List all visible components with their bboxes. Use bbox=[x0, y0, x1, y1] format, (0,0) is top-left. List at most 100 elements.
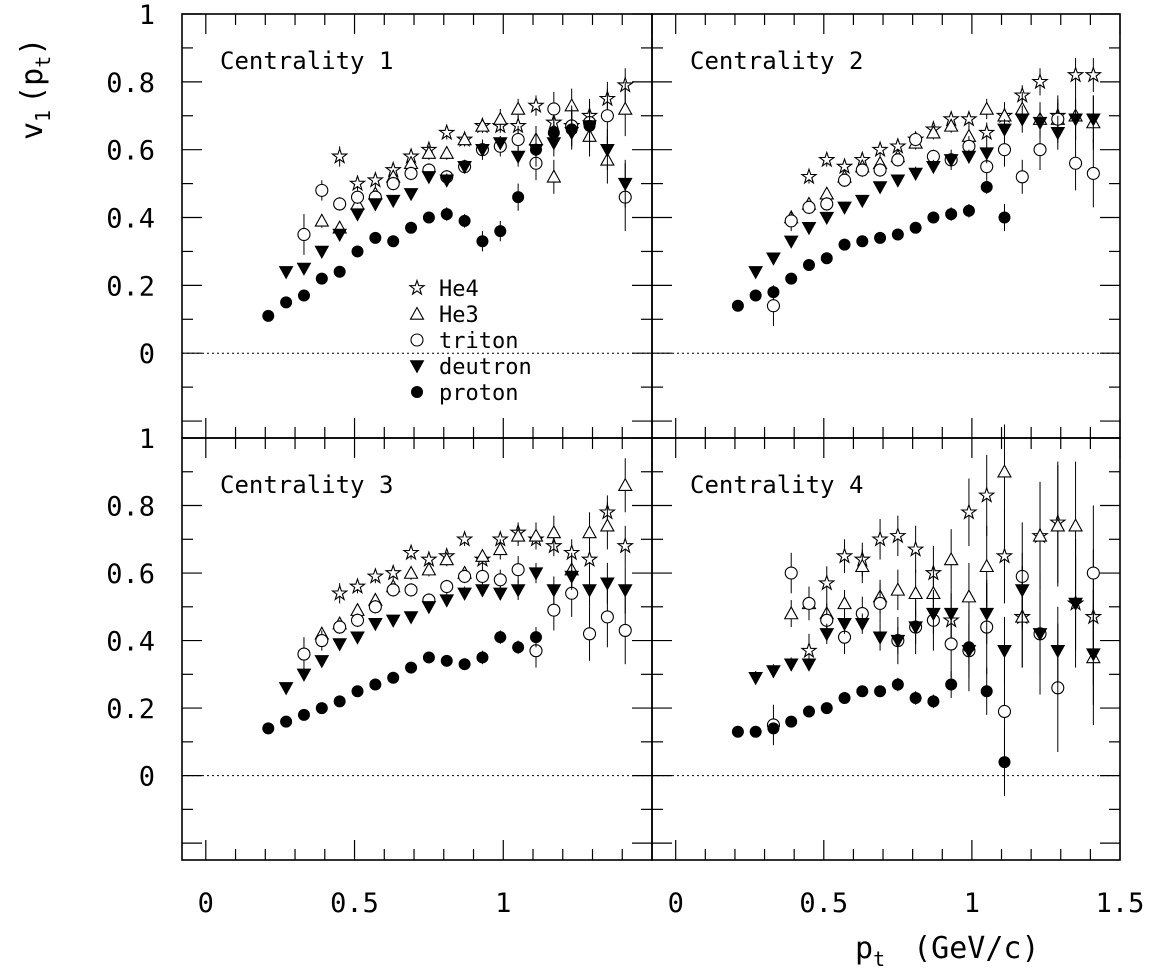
point-deutron bbox=[801, 658, 817, 672]
point-proton bbox=[458, 214, 471, 227]
point-deutron bbox=[350, 631, 365, 645]
point-deutron bbox=[997, 123, 1012, 137]
point-he3 bbox=[403, 565, 419, 579]
point-proton bbox=[529, 143, 542, 156]
y-tick-label: 0.2 bbox=[106, 694, 155, 725]
point-proton bbox=[297, 708, 310, 721]
point-proton bbox=[980, 685, 993, 698]
point-deutron bbox=[278, 682, 294, 696]
point-triton bbox=[386, 177, 400, 191]
point-deutron bbox=[1085, 113, 1101, 127]
point-proton bbox=[998, 211, 1011, 224]
y-tick-label: 0.4 bbox=[106, 204, 155, 235]
point-deutron bbox=[439, 594, 455, 608]
point-he4 bbox=[437, 123, 456, 141]
point-he4 bbox=[871, 530, 889, 547]
point-he3 bbox=[409, 306, 425, 320]
point-proton bbox=[820, 252, 833, 265]
point-triton bbox=[837, 173, 852, 187]
point-proton bbox=[280, 296, 293, 309]
point-he4 bbox=[1031, 72, 1049, 90]
point-deutron bbox=[890, 174, 906, 188]
point-proton bbox=[802, 259, 815, 272]
point-proton bbox=[565, 123, 578, 136]
point-proton bbox=[422, 651, 435, 664]
point-he3 bbox=[475, 118, 490, 132]
panel-2: Centrality 2 bbox=[651, 13, 1121, 439]
point-proton bbox=[440, 208, 453, 221]
point-he4 bbox=[408, 278, 426, 296]
point-deutron bbox=[748, 671, 764, 686]
y-tick-label: 0.8 bbox=[106, 68, 155, 99]
point-he3 bbox=[961, 589, 977, 603]
point-triton bbox=[784, 566, 798, 580]
x-tick-label: 0.5 bbox=[330, 888, 379, 919]
point-he3 bbox=[1050, 518, 1066, 532]
series-deutron bbox=[748, 552, 1101, 705]
point-he4 bbox=[800, 167, 818, 185]
point-deutron bbox=[421, 601, 437, 615]
point-he4 bbox=[527, 96, 545, 114]
point-he3 bbox=[943, 551, 959, 566]
point-he3 bbox=[492, 111, 508, 125]
point-deutron bbox=[1014, 584, 1030, 598]
point-triton bbox=[944, 637, 958, 651]
point-deutron bbox=[403, 188, 419, 202]
panels: Centrality 1 Centrality 2 Centrality 3 Cent… bbox=[106, 0, 1144, 919]
point-deutron bbox=[600, 143, 615, 158]
point-triton bbox=[404, 166, 418, 180]
point-deutron bbox=[854, 617, 870, 632]
point-deutron bbox=[409, 360, 425, 374]
panel-4: Centrality 4 bbox=[651, 424, 1121, 861]
point-he4 bbox=[348, 577, 367, 594]
x-tick-label: 1 bbox=[495, 888, 511, 919]
point-he4 bbox=[384, 563, 402, 581]
point-proton bbox=[785, 272, 798, 285]
y-tick-label: 0.6 bbox=[106, 136, 155, 167]
point-triton bbox=[855, 163, 869, 177]
point-triton bbox=[333, 197, 347, 211]
point-he3 bbox=[837, 595, 852, 610]
point-triton bbox=[547, 603, 561, 617]
point-proton bbox=[529, 631, 542, 644]
point-deutron bbox=[368, 617, 383, 632]
point-proton bbox=[874, 231, 887, 244]
y-tick-label: 1 bbox=[139, 424, 155, 455]
point-triton bbox=[600, 610, 614, 624]
point-deutron bbox=[296, 262, 312, 276]
point-proton bbox=[476, 651, 489, 664]
point-proton bbox=[838, 238, 851, 251]
point-deutron bbox=[582, 584, 597, 598]
point-he4 bbox=[402, 543, 420, 561]
point-deutron bbox=[926, 160, 941, 175]
point-triton bbox=[997, 704, 1012, 719]
point-triton bbox=[511, 563, 525, 577]
point-he3 bbox=[582, 524, 597, 539]
point-he3 bbox=[546, 524, 562, 539]
point-deutron bbox=[1032, 116, 1048, 131]
point-proton bbox=[351, 685, 364, 698]
point-he3 bbox=[1068, 518, 1084, 532]
point-triton bbox=[297, 227, 311, 242]
point-deutron bbox=[457, 587, 472, 601]
point-triton bbox=[315, 634, 329, 648]
point-proton bbox=[802, 705, 815, 718]
y-tick-label: 0.4 bbox=[106, 627, 155, 658]
point-triton bbox=[404, 583, 418, 597]
point-deutron bbox=[908, 167, 923, 181]
point-he3 bbox=[439, 145, 455, 159]
point-proton bbox=[731, 299, 744, 312]
point-proton bbox=[856, 235, 869, 248]
point-triton bbox=[458, 569, 472, 583]
y-axis-label: v1(pt) bbox=[15, 38, 55, 140]
point-triton bbox=[386, 583, 400, 597]
point-proton bbox=[387, 671, 400, 684]
point-triton bbox=[350, 613, 365, 627]
point-he3 bbox=[439, 551, 455, 566]
point-he3 bbox=[1032, 528, 1048, 542]
point-proton bbox=[962, 641, 975, 654]
point-deutron bbox=[546, 584, 562, 598]
series-deutron bbox=[278, 562, 633, 696]
point-he4 bbox=[871, 140, 889, 158]
point-deutron bbox=[617, 584, 633, 598]
